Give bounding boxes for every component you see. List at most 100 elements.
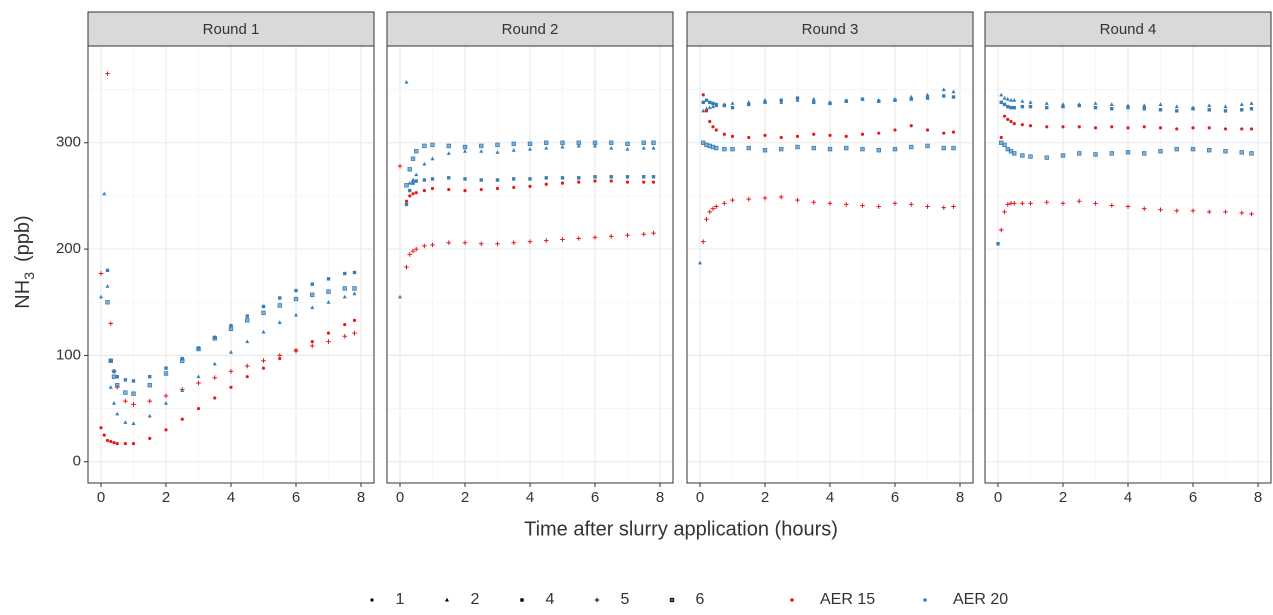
- point: [1207, 103, 1212, 108]
- point: [593, 179, 597, 183]
- point: [1141, 206, 1147, 211]
- point: [844, 134, 848, 138]
- point: [1006, 117, 1010, 121]
- point: [909, 144, 914, 150]
- point: [779, 146, 784, 152]
- point: [397, 163, 403, 169]
- point: [1174, 146, 1179, 152]
- point: [404, 264, 409, 270]
- point: [398, 294, 402, 299]
- point: [1239, 150, 1244, 155]
- point: [115, 442, 119, 446]
- point: [1044, 101, 1049, 105]
- point: [131, 402, 136, 407]
- point: [576, 236, 582, 241]
- point: [342, 294, 347, 299]
- point: [261, 358, 266, 364]
- x-tick-label: 4: [1124, 489, 1132, 506]
- point: [229, 385, 233, 389]
- point: [105, 438, 110, 443]
- point: [108, 385, 113, 389]
- point: [704, 98, 709, 102]
- point: [278, 356, 282, 361]
- point: [1125, 204, 1131, 209]
- legend-label: AER 15: [820, 591, 875, 608]
- point: [430, 242, 435, 248]
- point: [795, 96, 800, 100]
- x-tick-label: 0: [97, 489, 105, 506]
- point: [860, 146, 865, 152]
- point: [941, 145, 946, 151]
- point: [212, 375, 218, 381]
- point: [1158, 149, 1163, 154]
- point: [1126, 105, 1130, 110]
- point: [877, 131, 881, 135]
- point: [576, 143, 581, 148]
- point: [925, 128, 930, 132]
- point: [951, 95, 956, 99]
- point: [827, 146, 833, 152]
- point: [560, 140, 565, 145]
- point: [1012, 151, 1017, 156]
- strip: [87, 11, 375, 47]
- point: [543, 238, 549, 243]
- point: [762, 195, 768, 201]
- x-tick-label: 2: [162, 489, 170, 506]
- x-tick-label: 0: [396, 489, 404, 506]
- point: [812, 132, 816, 136]
- point: [528, 177, 532, 181]
- point: [105, 71, 110, 76]
- point: [102, 191, 107, 196]
- point: [722, 146, 727, 152]
- point: [576, 140, 581, 145]
- point: [112, 401, 116, 405]
- x-tick-label: 2: [461, 489, 469, 506]
- point: [1020, 153, 1025, 158]
- point: [608, 234, 614, 239]
- point: [609, 175, 613, 179]
- point: [446, 240, 452, 246]
- point: [1005, 202, 1011, 207]
- legend-label: 4: [546, 591, 555, 608]
- point: [651, 145, 656, 150]
- point: [707, 105, 712, 110]
- point: [244, 363, 250, 369]
- point: [609, 179, 613, 183]
- point: [277, 353, 283, 358]
- point: [876, 147, 881, 153]
- point: [105, 268, 110, 273]
- point: [163, 393, 169, 399]
- point: [713, 204, 719, 209]
- point: [1174, 104, 1179, 109]
- point: [1190, 146, 1196, 152]
- point: [641, 140, 646, 145]
- point: [1006, 104, 1010, 109]
- point: [1158, 102, 1163, 106]
- point: [278, 296, 282, 300]
- point: [811, 199, 817, 205]
- point: [779, 100, 784, 104]
- point: [310, 339, 314, 344]
- point: [892, 146, 898, 152]
- point: [1020, 99, 1025, 103]
- x-tick-label: 4: [526, 489, 534, 506]
- x-tick-label: 8: [357, 489, 365, 506]
- y-tick-label: 300: [56, 134, 81, 151]
- point: [131, 379, 136, 383]
- point: [527, 141, 533, 147]
- point: [212, 361, 217, 366]
- point: [261, 329, 266, 334]
- point: [1044, 155, 1049, 160]
- point: [309, 343, 315, 349]
- point: [811, 145, 816, 151]
- point: [999, 100, 1003, 105]
- point: [941, 87, 946, 92]
- point: [722, 132, 726, 136]
- point: [196, 374, 201, 379]
- point: [422, 178, 427, 182]
- point: [641, 145, 646, 150]
- point: [112, 369, 116, 374]
- point: [708, 119, 712, 124]
- legend-label: 1: [396, 591, 405, 608]
- point: [746, 145, 751, 151]
